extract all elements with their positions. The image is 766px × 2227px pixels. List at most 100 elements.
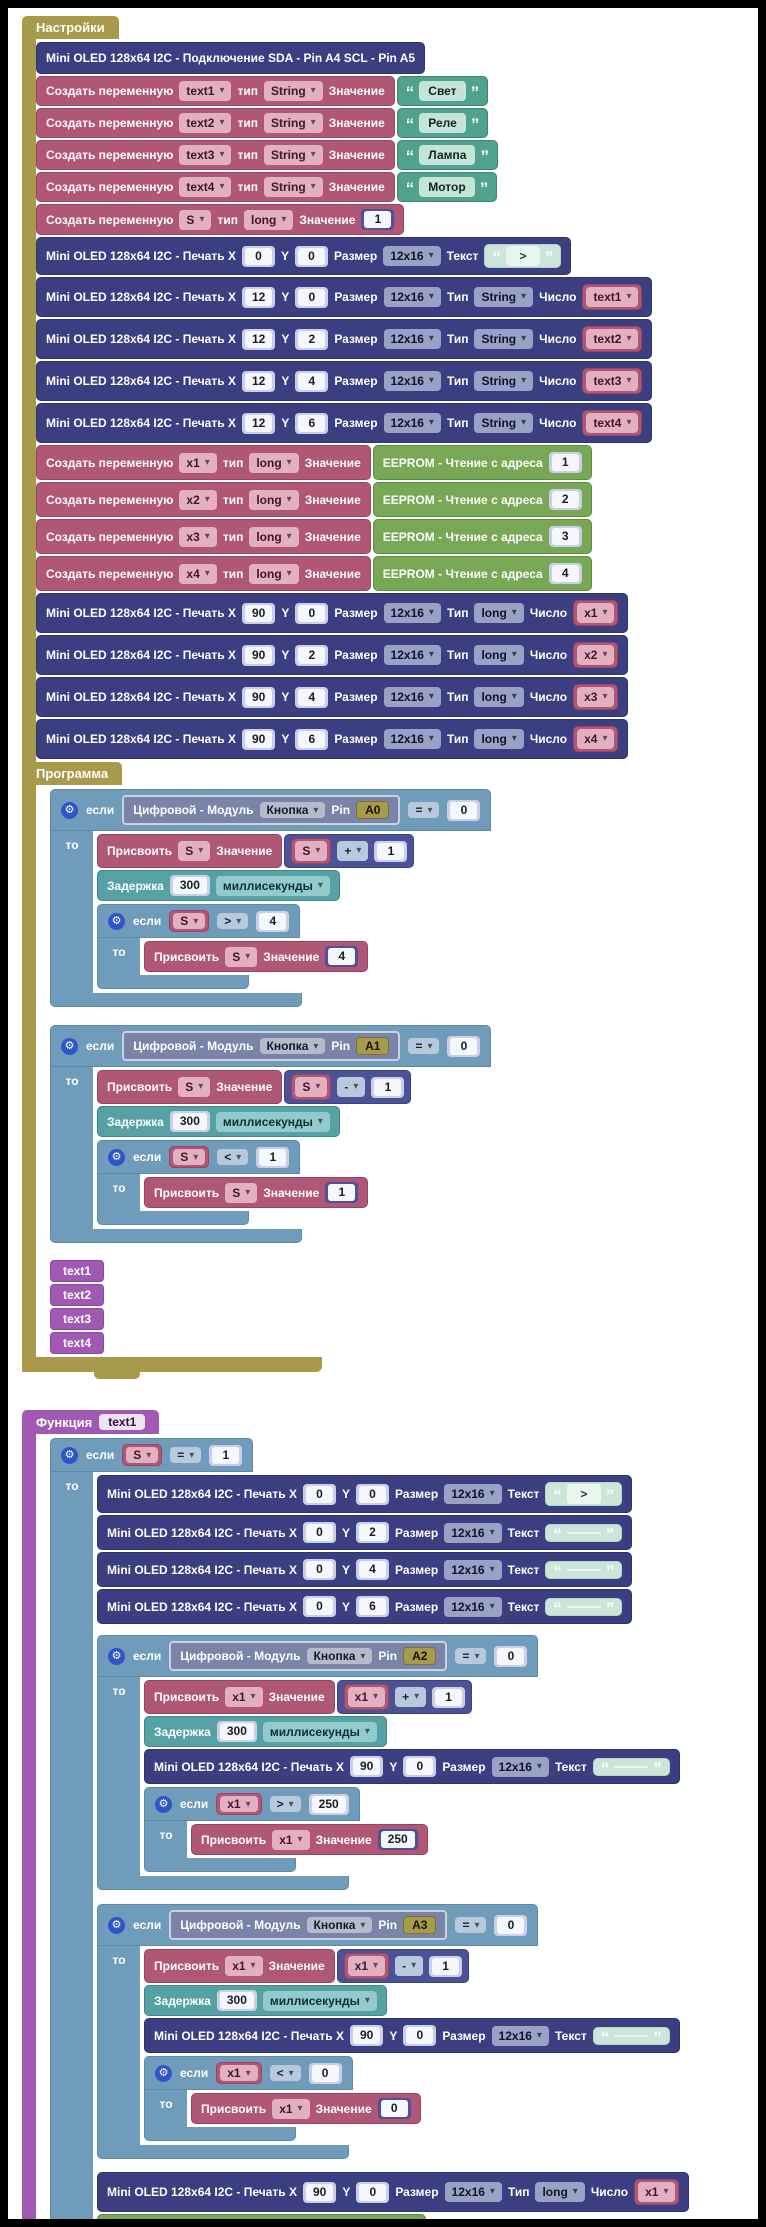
type-dropdown[interactable]: long bbox=[535, 2182, 585, 2202]
expr-op-dropdown[interactable]: - bbox=[337, 1077, 366, 1097]
string-value[interactable]: Свет bbox=[419, 81, 466, 101]
variable-type-dropdown[interactable]: String bbox=[263, 81, 323, 101]
gear-icon[interactable] bbox=[61, 1037, 78, 1055]
y-value[interactable]: 4 bbox=[298, 372, 326, 390]
assign-value[interactable]: 1 bbox=[328, 1184, 356, 1201]
oled-print-block[interactable]: Mini OLED 128x64 I2C - Печать X 12 Y 6 Р… bbox=[36, 403, 653, 443]
size-dropdown[interactable]: 12x16 bbox=[383, 413, 441, 433]
text-value[interactable] bbox=[614, 2034, 649, 2037]
y-value[interactable]: 0 bbox=[406, 2027, 434, 2044]
string-value[interactable]: Мотор bbox=[419, 177, 475, 197]
x-value[interactable]: 12 bbox=[244, 414, 273, 432]
inner-if-block[interactable]: если x1 > 250 то bbox=[144, 1787, 428, 1872]
delay-unit-dropdown[interactable]: миллисекунды bbox=[262, 1721, 377, 1742]
delay-value[interactable]: 300 bbox=[172, 877, 207, 894]
operator-dropdown[interactable]: < bbox=[217, 1149, 249, 1165]
gear-icon[interactable] bbox=[108, 1148, 125, 1166]
create-variable-block[interactable]: Создать переменную text4 тип String Знач… bbox=[36, 172, 395, 202]
oled-print-block[interactable]: Mini OLED 128x64 I2C - Печать X 0 Y 0 Ра… bbox=[36, 237, 572, 275]
type-dropdown[interactable]: long bbox=[474, 603, 524, 623]
function-text1-block[interactable]: Функция text1 если S = 1 то Mini OLE bbox=[22, 1410, 758, 2219]
y-value[interactable]: 6 bbox=[298, 414, 326, 432]
function-name[interactable]: text1 bbox=[99, 1414, 146, 1430]
string-value[interactable]: Реле bbox=[419, 113, 466, 133]
inner-if-block[interactable]: если S > 4 то Присвоить bbox=[97, 904, 369, 989]
operator-dropdown[interactable]: = bbox=[408, 1038, 440, 1054]
compare-value[interactable]: 0 bbox=[497, 1916, 525, 1934]
size-dropdown[interactable]: 12x16 bbox=[383, 645, 441, 665]
compare-value[interactable]: 0 bbox=[450, 801, 478, 819]
variable-dropdown[interactable]: text3 bbox=[586, 371, 639, 391]
gear-icon[interactable] bbox=[155, 2064, 172, 2082]
x-value[interactable]: 90 bbox=[244, 604, 273, 622]
text-value[interactable] bbox=[566, 1531, 601, 1534]
if-block-a0[interactable]: если Цифровой - Модуль Кнопка Pin A0 = 0… bbox=[50, 789, 492, 1007]
text-string-block[interactable] bbox=[545, 1597, 623, 1616]
create-variable-block[interactable]: Создать переменную text2 тип String Знач… bbox=[36, 108, 395, 138]
compare-value[interactable]: 1 bbox=[259, 1148, 287, 1166]
assign-block[interactable]: Присвоить x1 Значение bbox=[144, 1949, 335, 1983]
x-value[interactable]: 0 bbox=[305, 1598, 333, 1615]
x-value[interactable]: 0 bbox=[305, 1524, 333, 1541]
oled-print-block[interactable]: Mini OLED 128x64 I2C - Печать X 0 Y 4 Ра… bbox=[97, 1552, 633, 1587]
operator-dropdown[interactable]: = bbox=[455, 1648, 487, 1664]
arithmetic-block[interactable]: S + 1 bbox=[284, 834, 415, 868]
string-value-block[interactable]: Мотор bbox=[396, 172, 498, 202]
size-dropdown[interactable]: 12x16 bbox=[383, 371, 441, 391]
if-block-s1[interactable]: если S = 1 то Mini OLED 128x64 I2C - Печ… bbox=[50, 1438, 690, 2219]
assign-value[interactable]: 0 bbox=[380, 2100, 408, 2117]
variable-type-dropdown[interactable]: long bbox=[249, 489, 299, 510]
expr-value[interactable]: 1 bbox=[374, 1078, 402, 1096]
gear-icon[interactable] bbox=[108, 1916, 125, 1934]
oled-print-block[interactable]: Mini OLED 128x64 I2C - Печать X 90 Y 0 Р… bbox=[36, 593, 629, 633]
operator-dropdown[interactable]: > bbox=[269, 1796, 301, 1812]
variable-name-dropdown[interactable]: text2 bbox=[179, 113, 232, 133]
variable-name-dropdown[interactable]: text1 bbox=[179, 81, 232, 101]
eeprom-read-block[interactable]: EEPROM - Чтение с адреса 4 bbox=[372, 556, 592, 591]
assign-value[interactable]: 4 bbox=[328, 948, 356, 965]
variable-type-dropdown[interactable]: String bbox=[263, 145, 323, 165]
variable-name-dropdown[interactable]: text4 bbox=[179, 177, 232, 197]
assign-block[interactable]: Присвоить x1 Значение 0 bbox=[191, 2093, 421, 2124]
y-value[interactable]: 2 bbox=[358, 1524, 386, 1541]
expr-value[interactable]: 1 bbox=[432, 1957, 460, 1975]
digital-module-block[interactable]: Цифровой - Модуль Кнопка Pin A3 bbox=[169, 1910, 448, 1940]
create-variable-block[interactable]: Создать переменную S тип long Значение 1 bbox=[36, 204, 405, 235]
x-value[interactable]: 90 bbox=[244, 646, 273, 664]
function-call-text4[interactable]: text4 bbox=[50, 1332, 105, 1354]
cond-var-dropdown[interactable]: S bbox=[173, 913, 206, 929]
variable-dropdown[interactable]: x2 bbox=[577, 645, 615, 665]
compare-value[interactable]: 4 bbox=[259, 912, 287, 930]
pin-value[interactable]: A1 bbox=[356, 1037, 390, 1055]
y-value[interactable]: 6 bbox=[358, 1598, 386, 1615]
y-value[interactable]: 0 bbox=[358, 1485, 386, 1503]
size-dropdown[interactable]: 12x16 bbox=[444, 1596, 502, 1617]
module-dropdown[interactable]: Кнопка bbox=[259, 802, 326, 818]
x-value[interactable]: 0 bbox=[244, 247, 272, 265]
oled-print-block[interactable]: Mini OLED 128x64 I2C - Печать X 12 Y 4 Р… bbox=[36, 361, 653, 401]
create-variable-block[interactable]: Создать переменную text1 тип String Знач… bbox=[36, 76, 395, 106]
x-value[interactable]: 12 bbox=[244, 372, 273, 390]
variable-name-dropdown[interactable]: S bbox=[179, 209, 212, 230]
type-dropdown[interactable]: long bbox=[474, 687, 524, 707]
expr-op-dropdown[interactable]: - bbox=[395, 1956, 424, 1976]
type-dropdown[interactable]: String bbox=[474, 413, 534, 433]
function-call-text3[interactable]: text3 bbox=[50, 1308, 105, 1330]
type-dropdown[interactable]: long bbox=[474, 729, 524, 749]
oled-print-block[interactable]: Mini OLED 128x64 I2C - Печать X 0 Y 2 Ра… bbox=[97, 1515, 633, 1550]
operator-dropdown[interactable]: = bbox=[170, 1447, 202, 1463]
oled-print-block[interactable]: Mini OLED 128x64 I2C - Печать X 90 Y 2 Р… bbox=[36, 635, 629, 675]
variable-name-dropdown[interactable]: x2 bbox=[179, 489, 217, 510]
gear-icon[interactable] bbox=[155, 1795, 172, 1813]
inner-if-block[interactable]: если S < 1 то Присвоить bbox=[97, 1140, 369, 1225]
gear-icon[interactable] bbox=[61, 1446, 78, 1464]
variable-name-dropdown[interactable]: x1 bbox=[179, 452, 217, 473]
assign-var-dropdown[interactable]: S bbox=[225, 1182, 258, 1203]
oled-print-block[interactable]: Mini OLED 128x64 I2C - Печать X 12 Y 2 Р… bbox=[36, 319, 653, 359]
assign-block[interactable]: Присвоить x1 Значение bbox=[144, 1680, 335, 1714]
text-value[interactable]: > bbox=[566, 1484, 601, 1504]
oled-print-block[interactable]: Mini OLED 128x64 I2C - Печать X 90 Y 0 Р… bbox=[97, 2172, 690, 2212]
inner-if-block[interactable]: если x1 < 0 то bbox=[144, 2056, 421, 2141]
variable-name-dropdown[interactable]: x3 bbox=[179, 526, 217, 547]
variable-dropdown[interactable]: x1 bbox=[638, 2182, 676, 2202]
